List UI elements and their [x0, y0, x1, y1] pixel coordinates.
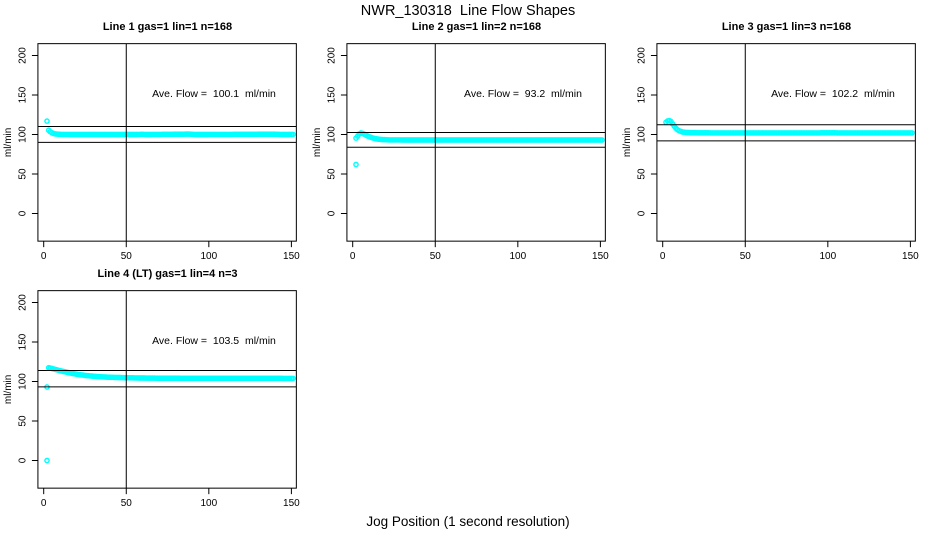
y-tick-label: 0: [326, 210, 337, 216]
subplot-line-3-title: Line 3 gas=1 lin=3 n=168: [721, 21, 852, 33]
y-tick-label: 0: [17, 210, 28, 216]
x-tick-label: 0: [41, 498, 47, 509]
y-tick-label: 150: [17, 86, 28, 103]
data-point: [599, 137, 605, 143]
y-tick-label: 200: [636, 47, 647, 64]
plot-box: [37, 290, 297, 489]
data-series: [44, 364, 296, 464]
y-axis-label: ml/min: [3, 375, 14, 404]
x-tick-label: 0: [41, 251, 47, 262]
x-tick-label: 50: [740, 251, 752, 262]
x-tick-label: 150: [592, 251, 609, 262]
data-point: [290, 375, 296, 382]
x-tick-label: 150: [902, 251, 919, 262]
y-tick-label: 0: [17, 457, 28, 463]
x-tick-label: 0: [350, 251, 356, 262]
y-tick-label: 150: [636, 86, 647, 103]
x-axis: [352, 241, 601, 248]
y-tick-label: 200: [17, 294, 28, 311]
x-axis: [43, 488, 292, 495]
data-point: [290, 131, 296, 138]
subplot-line-3: 0 50 100 150 0 50 100 150 200 ml/min Line 3 gas=1…: [619, 0, 931, 270]
subplot-line-1-ave-flow-annotation: Ave. Flow = 100.1 ml/min: [152, 88, 276, 100]
y-axis-label: ml/min: [312, 128, 323, 157]
y-axis-tick-labels: 0 50 100 150 200: [17, 47, 28, 217]
plot-box: [656, 43, 916, 242]
subplot-line-2-plot: 0 50 100 150 0 50 100 150 200 ml/min: [312, 43, 609, 262]
outlier-data-point: [44, 118, 50, 124]
data-point: [909, 130, 915, 136]
subplot-line-1: 0 50 100 150 0 50 100 150 200 ml/min Line 1 gas=1…: [0, 0, 312, 270]
subplot-line-3-ave-flow-annotation: Ave. Flow = 102.2 ml/min: [771, 88, 895, 100]
y-axis-tick-labels: 0 50 100 150 200: [636, 47, 647, 217]
y-tick-label: 100: [636, 126, 647, 143]
plot-box: [37, 43, 297, 242]
x-tick-label: 100: [200, 251, 217, 262]
data-series: [44, 118, 296, 138]
subplot-line-4: 0 50 100 150 0 50 100 150 200 ml/min Line 4 (LT) …: [0, 247, 312, 517]
subplot-line-2-title: Line 2 gas=1 lin=2 n=168: [411, 21, 542, 33]
subplot-line-2-ave-flow-annotation: Ave. Flow = 93.2 ml/min: [464, 88, 582, 100]
y-axis-label: ml/min: [622, 128, 633, 157]
x-tick-label: 150: [283, 498, 300, 509]
x-tick-label: 100: [200, 498, 217, 509]
x-tick-label: 50: [430, 251, 442, 262]
x-tick-label: 50: [121, 251, 133, 262]
outlier-data-point: [353, 161, 359, 168]
subplot-line-2: 0 50 100 150 0 50 100 150 200 ml/min Line 2 gas=1…: [309, 0, 621, 270]
x-axis-tick-labels: 0 50 100 150: [350, 251, 609, 262]
y-axis-tick-labels: 0 50 100 150 200: [17, 294, 28, 464]
subplot-line-1-title: Line 1 gas=1 lin=1 n=168: [102, 21, 233, 33]
subplot-line-1-plot: 0 50 100 150 0 50 100 150 200 ml/min: [3, 43, 300, 262]
y-tick-label: 150: [17, 333, 28, 350]
y-axis: [31, 302, 38, 461]
y-tick-label: 100: [326, 126, 337, 143]
x-tick-label: 100: [509, 251, 526, 262]
y-axis: [31, 55, 38, 214]
y-tick-label: 150: [326, 86, 337, 103]
x-tick-label: 150: [283, 251, 300, 262]
y-tick-label: 50: [636, 168, 647, 180]
plot-box: [346, 43, 606, 242]
y-axis-label: ml/min: [3, 128, 14, 157]
x-axis: [43, 241, 292, 248]
x-tick-label: 50: [121, 498, 133, 509]
subplot-line-4-title: Line 4 (LT) gas=1 lin=4 n=3: [97, 268, 238, 280]
subplot-line-3-plot: 0 50 100 150 0 50 100 150 200 ml/min: [622, 43, 919, 262]
y-tick-label: 100: [17, 126, 28, 143]
outlier-data-point: [44, 457, 50, 464]
y-tick-label: 50: [17, 168, 28, 180]
y-tick-label: 50: [17, 415, 28, 427]
subplot-line-4-plot: 0 50 100 150 0 50 100 150 200 ml/min: [3, 290, 300, 509]
y-axis: [650, 55, 657, 214]
x-axis-tick-labels: 0 50 100 150: [660, 251, 919, 262]
x-tick-label: 100: [819, 251, 836, 262]
y-tick-label: 0: [636, 210, 647, 216]
x-axis-tick-labels: 0 50 100 150: [41, 498, 300, 509]
y-axis: [340, 55, 347, 214]
x-axis-tick-labels: 0 50 100 150: [41, 251, 300, 262]
y-tick-label: 50: [326, 168, 337, 180]
figure-x-axis-label: Jog Position (1 second resolution): [366, 514, 570, 529]
y-tick-label: 100: [17, 373, 28, 390]
x-tick-label: 0: [660, 251, 666, 262]
subplot-line-4-ave-flow-annotation: Ave. Flow = 103.5 ml/min: [152, 335, 276, 347]
data-series: [353, 130, 605, 168]
x-axis: [662, 241, 911, 248]
y-axis-tick-labels: 0 50 100 150 200: [326, 47, 337, 217]
figure-title: NWR_130318 Line Flow Shapes: [360, 3, 576, 19]
data-series: [663, 117, 915, 136]
y-tick-label: 200: [326, 47, 337, 64]
y-tick-label: 200: [17, 47, 28, 64]
